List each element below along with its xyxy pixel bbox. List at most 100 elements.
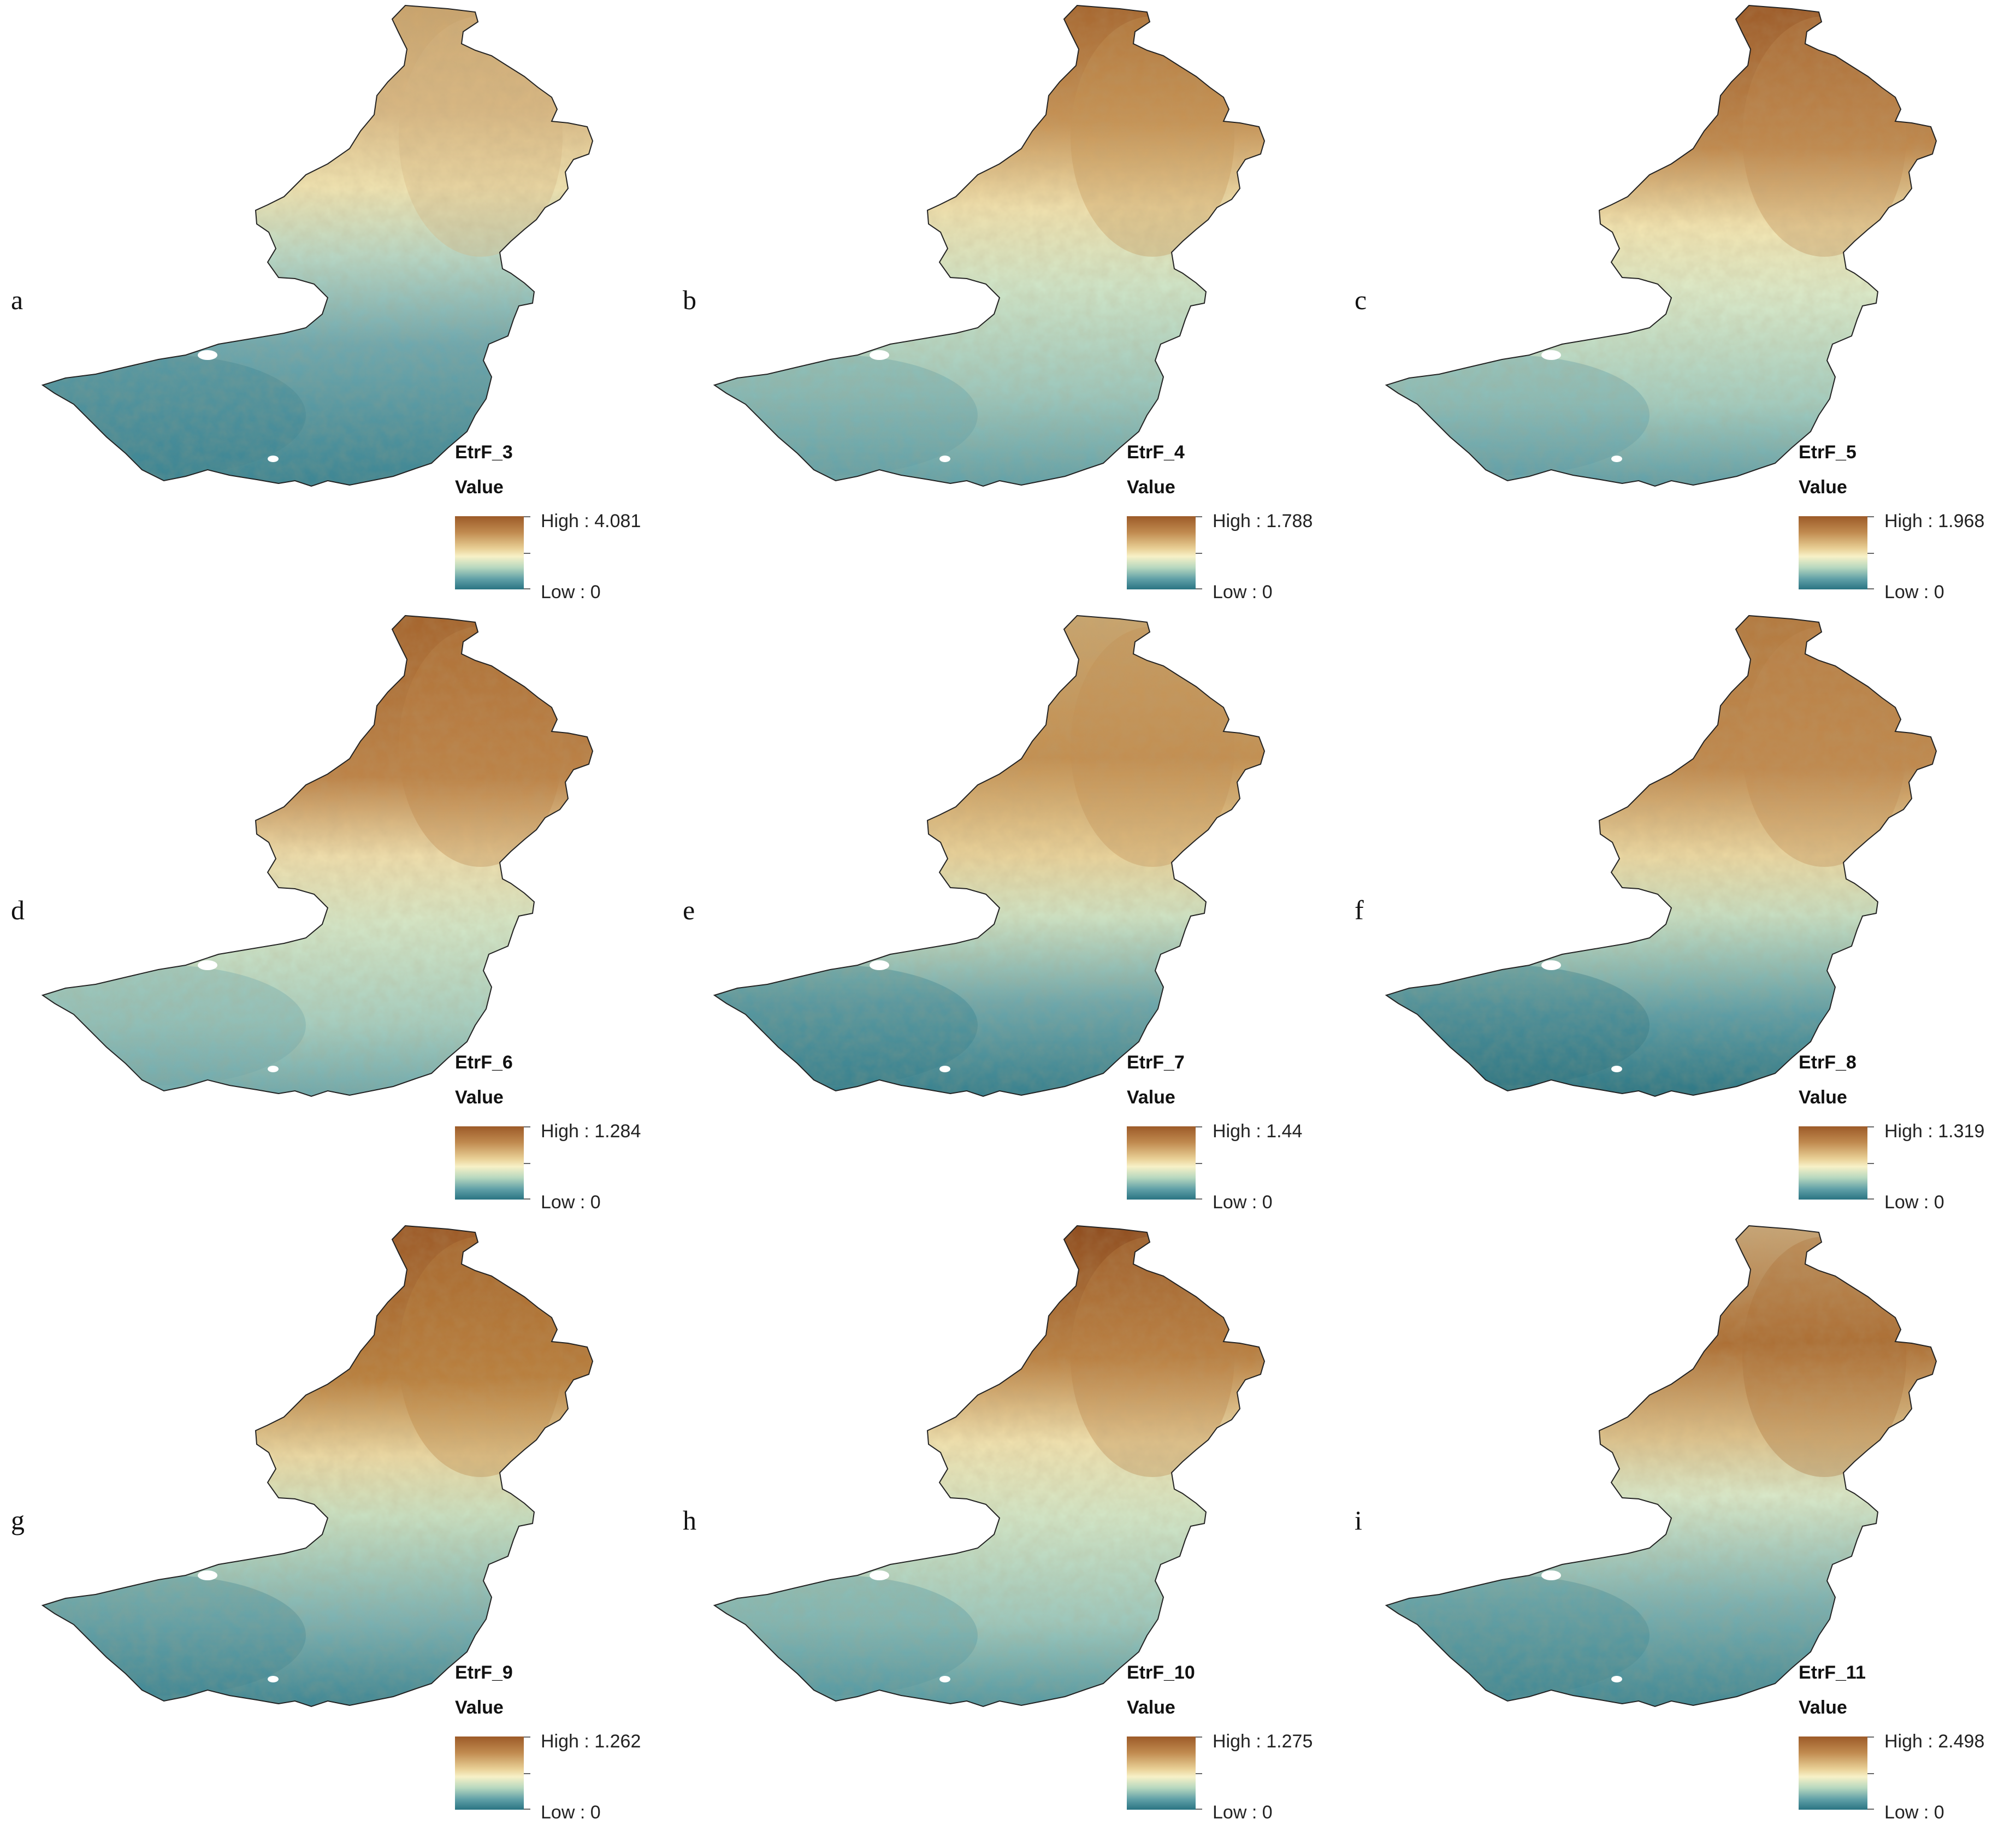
nodata-patch — [268, 1676, 279, 1682]
region-map — [713, 1225, 1266, 1708]
map-panel-e: e EtrF_7 Value High : 1.44 Low : 0 — [672, 610, 1344, 1220]
legend-high-value: High : 1.284 — [541, 1121, 641, 1142]
legend-value-label: Value — [1799, 1087, 1847, 1108]
map-panel-f: f EtrF_8 Value High : 1.319 Low : 0 — [1344, 610, 2015, 1220]
region-boundary — [1385, 4, 1937, 487]
raster-texture — [43, 616, 593, 1096]
legend-value-label: Value — [1799, 477, 1847, 498]
map-panel-c: c EtrF_5 Value High : 1.968 Low : 0 — [1344, 0, 2015, 610]
map-panel-a: a EtrF_3 Value High : 4.081 Low : 0 — [0, 0, 672, 610]
legend-tick-mid — [524, 1163, 530, 1164]
legend-low-value: Low : 0 — [1884, 1192, 1944, 1213]
legend-tick-low — [1196, 1809, 1202, 1810]
legend-tick-high — [524, 516, 530, 517]
nodata-patch — [554, 42, 560, 46]
map-panel-d: d EtrF_6 Value High : 1.284 Low : 0 — [0, 610, 672, 1220]
region-map — [1385, 4, 1937, 487]
nodata-patch — [268, 456, 279, 462]
legend-tick-mid — [524, 1773, 530, 1774]
nodata-patch — [1611, 1676, 1622, 1682]
raster-texture — [43, 5, 593, 486]
legend-tick-mid — [524, 553, 530, 554]
region-map — [1385, 615, 1937, 1097]
legend-value-label: Value — [455, 1697, 504, 1718]
legend-tick-mid — [1196, 1163, 1202, 1164]
panel-letter: i — [1355, 1505, 1362, 1535]
nodata-patch — [198, 350, 217, 360]
legend-tick-mid — [1196, 1773, 1202, 1774]
legend-tick-mid — [1196, 553, 1202, 554]
region-shape — [43, 616, 593, 1096]
nodata-patch — [1226, 42, 1232, 46]
legend-tick-high — [524, 1737, 530, 1738]
region-map — [713, 4, 1266, 487]
map-panel-h: h EtrF_10 Value High : 1.275 Low : 0 — [672, 1220, 1344, 1830]
panel-letter: d — [11, 895, 25, 925]
legend-value-label: Value — [455, 477, 504, 498]
map-panel-b: b EtrF_4 Value High : 1.788 Low : 0 — [672, 0, 1344, 610]
raster-texture — [714, 616, 1264, 1096]
nodata-patch — [1897, 652, 1904, 656]
legend-color-ramp — [455, 516, 524, 589]
region-map — [41, 1225, 594, 1708]
panel-letter: h — [683, 1505, 696, 1535]
legend-tick-high — [1867, 1737, 1874, 1738]
legend-layer-name: EtrF_5 — [1799, 442, 1857, 463]
legend-color-ramp — [1127, 516, 1196, 589]
region-boundary — [41, 1225, 594, 1708]
legend-high-value: High : 1.968 — [1884, 511, 1985, 531]
legend-low-value: Low : 0 — [1884, 1802, 1944, 1823]
legend-high-value: High : 1.262 — [541, 1731, 641, 1752]
nodata-patch — [554, 652, 560, 656]
legend-tick-high — [524, 1126, 530, 1127]
legend-tick-high — [1196, 1737, 1202, 1738]
region-shape — [1386, 1226, 1936, 1706]
legend-tick-mid — [1867, 553, 1874, 554]
nodata-patch — [1541, 350, 1561, 360]
legend-tick-high — [1867, 1126, 1874, 1127]
legend-layer-name: EtrF_6 — [455, 1052, 513, 1073]
nodata-patch — [268, 1066, 279, 1072]
region-boundary — [713, 4, 1266, 487]
nodata-patch — [870, 1570, 889, 1580]
legend-layer-name: EtrF_3 — [455, 442, 513, 463]
legend-color-ramp — [1799, 1737, 1867, 1810]
legend-low-value: Low : 0 — [541, 582, 601, 603]
legend-layer-name: EtrF_11 — [1799, 1662, 1866, 1683]
legend-color-ramp — [1127, 1737, 1196, 1810]
nodata-patch — [1226, 1262, 1232, 1266]
raster-texture — [1386, 1226, 1936, 1706]
region-boundary — [713, 615, 1266, 1097]
region-boundary — [1385, 615, 1937, 1097]
legend-high-value: High : 1.44 — [1213, 1121, 1303, 1142]
legend-tick-low — [1196, 1198, 1202, 1200]
panel-letter: g — [11, 1505, 25, 1535]
legend-layer-name: EtrF_9 — [455, 1662, 513, 1683]
region-shape — [714, 1226, 1264, 1706]
raster-texture — [1386, 5, 1936, 486]
legend-layer-name: EtrF_8 — [1799, 1052, 1857, 1073]
region-shape — [1386, 616, 1936, 1096]
raster-texture — [714, 5, 1264, 486]
nodata-patch — [198, 1570, 217, 1580]
legend-value-label: Value — [1127, 1697, 1175, 1718]
nodata-patch — [1611, 1066, 1622, 1072]
map-panel-i: i EtrF_11 Value High : 2.498 Low : 0 — [1344, 1220, 2015, 1830]
legend-low-value: Low : 0 — [1213, 582, 1273, 603]
region-map — [713, 615, 1266, 1097]
nodata-patch — [939, 456, 950, 462]
panel-letter: b — [683, 285, 696, 315]
nodata-patch — [198, 960, 217, 970]
legend-low-value: Low : 0 — [1213, 1802, 1273, 1823]
legend-tick-low — [524, 1198, 530, 1200]
region-map — [1385, 1225, 1937, 1708]
legend-value-label: Value — [1799, 1697, 1847, 1718]
region-boundary — [713, 1225, 1266, 1708]
legend-low-value: Low : 0 — [541, 1192, 601, 1213]
region-map — [41, 615, 594, 1097]
panel-letter: e — [683, 895, 695, 925]
region-shape — [43, 1226, 593, 1706]
raster-texture — [43, 1226, 593, 1706]
legend-color-ramp — [1799, 516, 1867, 589]
legend-color-ramp — [455, 1737, 524, 1810]
